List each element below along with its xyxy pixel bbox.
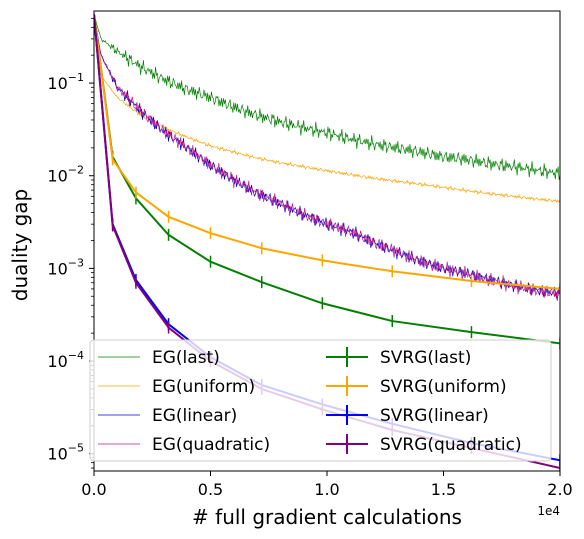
series-line — [94, 14, 560, 301]
legend-item: EG(quadratic) — [98, 435, 270, 455]
x-axis-label: # full gradient calculations — [192, 505, 462, 529]
series-eg-quadratic — [94, 14, 560, 299]
series-eg-linear — [94, 14, 560, 301]
y-tick-label: 10−5 — [47, 442, 84, 464]
y-tick-label: 10−1 — [47, 71, 84, 93]
legend-label: SVRG(uniform) — [380, 377, 507, 397]
legend-item: EG(last) — [98, 348, 220, 368]
legend: EG(last) EG(uniform) EG(linear) EG(quadrati… — [89, 339, 552, 462]
x-tick-label: 0.0 — [81, 480, 106, 499]
legend-item: EG(uniform) — [98, 377, 255, 397]
series-eg-last — [94, 14, 560, 180]
legend-label: EG(last) — [152, 348, 220, 368]
legend-label: EG(linear) — [152, 406, 237, 426]
series-line — [94, 14, 560, 290]
y-tick-label: 10−3 — [47, 256, 84, 278]
axes-layer: 0.0 0.5 1.0 1.5 2.0 10−5 10−4 10−3 10−2 10−1 — [47, 10, 573, 499]
legend-item: SVRG(uniform) — [326, 376, 507, 397]
legend-item: SVRG(last) — [326, 347, 471, 368]
series-line — [94, 14, 560, 180]
legend-label: EG(quadratic) — [152, 435, 270, 455]
legend-box — [89, 339, 552, 462]
legend-label: SVRG(quadratic) — [380, 435, 522, 455]
series-line — [94, 14, 560, 299]
x-tick-label: 0.5 — [198, 480, 223, 499]
y-tick-label: 10−2 — [47, 164, 84, 186]
y-axis-label: duality gap — [8, 189, 32, 301]
y-tick-label: 10−4 — [47, 349, 84, 371]
x-tick-label: 1.0 — [314, 480, 339, 499]
series-svrg-uniform — [94, 14, 560, 295]
legend-label: SVRG(linear) — [380, 406, 489, 426]
series-line — [94, 14, 560, 203]
x-offset-label: 1e4 — [537, 504, 560, 518]
x-tick-label: 2.0 — [547, 480, 572, 499]
legend-label: EG(uniform) — [152, 377, 255, 397]
legend-label: SVRG(last) — [380, 348, 471, 368]
legend-item: EG(linear) — [98, 406, 237, 426]
series-eg-uniform — [94, 14, 560, 203]
legend-item: SVRG(quadratic) — [326, 434, 522, 455]
x-tick-label: 1.5 — [431, 480, 456, 499]
legend-item: SVRG(linear) — [326, 405, 489, 426]
